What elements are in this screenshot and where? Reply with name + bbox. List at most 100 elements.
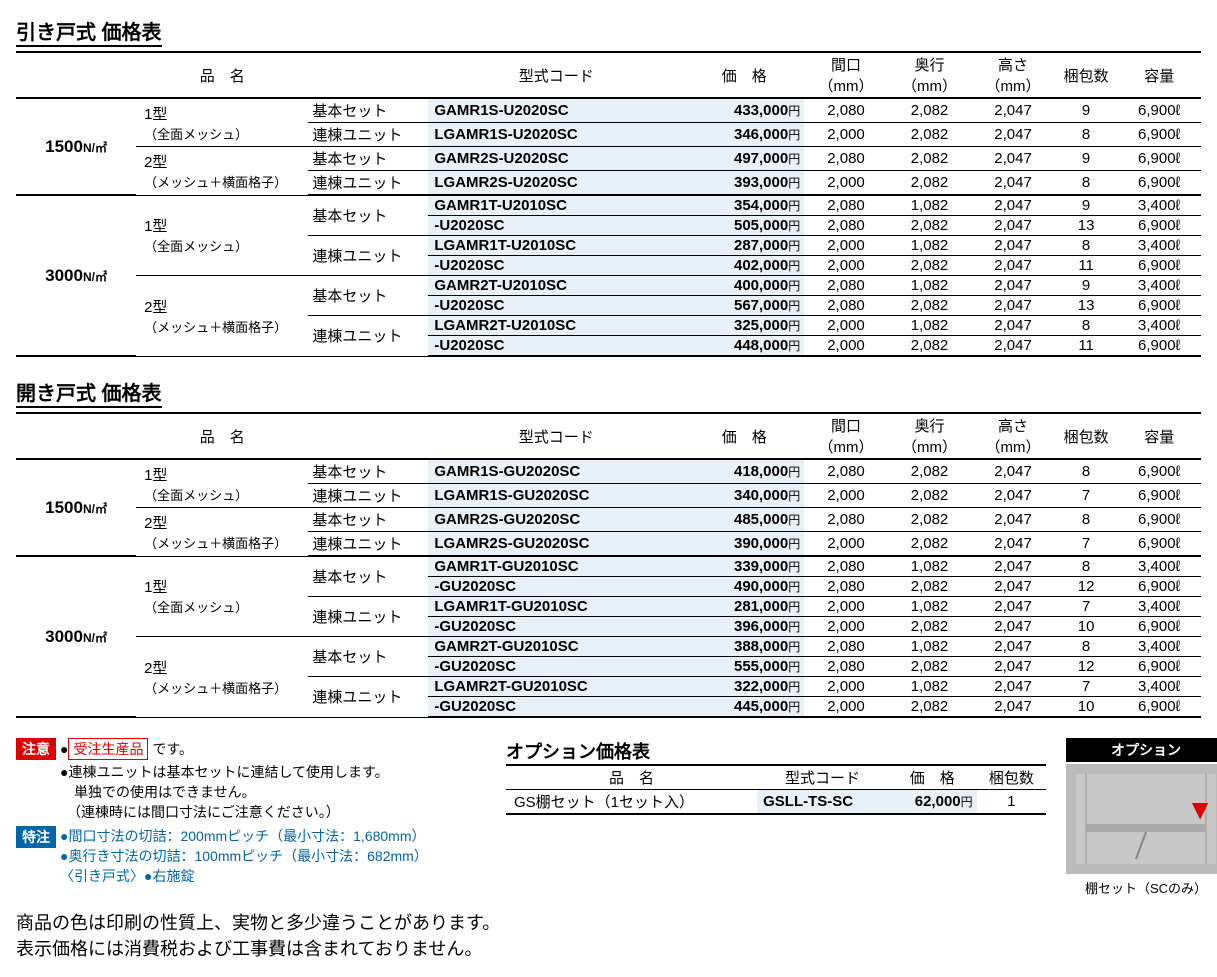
data-cell: 2,000 bbox=[804, 532, 888, 557]
col-header: 品 名 bbox=[506, 765, 757, 790]
table-row: 2型（メッシュ＋横面格子）基本セットGAMR2S-U2020SC497,000円… bbox=[16, 147, 1201, 171]
data-cell: 2,080 bbox=[804, 98, 888, 123]
data-cell: 6,900ℓ bbox=[1117, 484, 1201, 508]
data-cell: 2,047 bbox=[971, 459, 1055, 484]
data-cell: 8 bbox=[1055, 508, 1118, 532]
data-cell: 10 bbox=[1055, 617, 1118, 637]
data-cell: 1,082 bbox=[888, 276, 972, 296]
data-cell: 8 bbox=[1055, 123, 1118, 147]
table-row: 1500N/㎡1型（全面メッシュ）基本セットGAMR1S-U2020SC433,… bbox=[16, 98, 1201, 123]
model-cell: -GU2020SC bbox=[428, 657, 684, 677]
data-cell: 2,082 bbox=[888, 577, 972, 597]
type-cell: 1型（全面メッシュ） bbox=[136, 98, 308, 147]
data-cell: 8 bbox=[1055, 236, 1118, 256]
type-cell: 2型（メッシュ＋横面格子） bbox=[136, 147, 308, 196]
price-cell: 400,000円 bbox=[684, 276, 804, 296]
model-cell: -GU2020SC bbox=[428, 697, 684, 718]
data-cell: 1,082 bbox=[888, 637, 972, 657]
data-cell: 2,080 bbox=[804, 577, 888, 597]
set-cell: 連棟ユニット bbox=[308, 532, 428, 557]
data-cell: 6,900ℓ bbox=[1117, 532, 1201, 557]
data-cell: 2,082 bbox=[888, 147, 972, 171]
type-cell: 2型（メッシュ＋横面格子） bbox=[136, 276, 308, 357]
data-cell: 9 bbox=[1055, 147, 1118, 171]
data-cell: 6,900ℓ bbox=[1117, 657, 1201, 677]
data-cell: 6,900ℓ bbox=[1117, 296, 1201, 316]
set-cell: 連棟ユニット bbox=[308, 597, 428, 637]
data-cell: 3,400ℓ bbox=[1117, 276, 1201, 296]
price-cell: 340,000円 bbox=[684, 484, 804, 508]
col-header: 容量 bbox=[1117, 413, 1201, 459]
price-cell: 281,000円 bbox=[684, 597, 804, 617]
data-cell: 8 bbox=[1055, 459, 1118, 484]
data-cell: 7 bbox=[1055, 597, 1118, 617]
col-header: 高さ（mm） bbox=[971, 413, 1055, 459]
price-cell: 322,000円 bbox=[684, 677, 804, 697]
data-cell: 2,047 bbox=[971, 296, 1055, 316]
data-cell: 2,080 bbox=[804, 276, 888, 296]
data-cell: 9 bbox=[1055, 276, 1118, 296]
notes-section: 注意 ●受注生産品 です。 ●連棟ユニットは基本セットに連結して使用します。 単… bbox=[16, 738, 486, 888]
data-cell: 2,080 bbox=[804, 459, 888, 484]
price-cell: 390,000円 bbox=[684, 532, 804, 557]
data-cell: 9 bbox=[1055, 98, 1118, 123]
set-cell: 基本セット bbox=[308, 508, 428, 532]
type-cell: 1型（全面メッシュ） bbox=[136, 195, 308, 276]
data-cell: 7 bbox=[1055, 484, 1118, 508]
model-cell: LGAMR1T-U2010SC bbox=[428, 236, 684, 256]
data-cell: 2,080 bbox=[804, 637, 888, 657]
price-cell: 433,000円 bbox=[684, 98, 804, 123]
data-cell: 10 bbox=[1055, 697, 1118, 718]
model-cell: LGAMR2T-GU2010SC bbox=[428, 677, 684, 697]
footer-line: 商品の色は印刷の性質上、実物と多少違うことがあります。 bbox=[16, 909, 1201, 935]
data-cell: 2,047 bbox=[971, 276, 1055, 296]
data-cell: 2,047 bbox=[971, 216, 1055, 236]
data-cell: 6,900ℓ bbox=[1117, 336, 1201, 357]
col-header: 品 名 bbox=[16, 52, 428, 98]
data-cell: 2,047 bbox=[971, 532, 1055, 557]
model-cell: LGAMR1S-GU2020SC bbox=[428, 484, 684, 508]
data-cell: GS棚セット（1セット入） bbox=[506, 790, 757, 815]
data-cell: 2,047 bbox=[971, 316, 1055, 336]
data-cell: 2,080 bbox=[804, 556, 888, 577]
data-cell: 13 bbox=[1055, 296, 1118, 316]
price-cell: 339,000円 bbox=[684, 556, 804, 577]
set-cell: 連棟ユニット bbox=[308, 484, 428, 508]
type-cell: 2型（メッシュ＋横面格子） bbox=[136, 508, 308, 557]
table-row: 2型（メッシュ＋横面格子）基本セットGAMR2S-GU2020SC485,000… bbox=[16, 508, 1201, 532]
table-title: 引き戸式 価格表 bbox=[16, 16, 162, 47]
data-cell: 2,082 bbox=[888, 336, 972, 357]
data-cell: 2,082 bbox=[888, 459, 972, 484]
data-cell: 2,082 bbox=[888, 296, 972, 316]
data-cell: 2,047 bbox=[971, 336, 1055, 357]
col-header: 型式コード bbox=[428, 413, 684, 459]
type-cell: 1型（全面メッシュ） bbox=[136, 459, 308, 508]
data-cell: 2,000 bbox=[804, 484, 888, 508]
data-cell: 1,082 bbox=[888, 556, 972, 577]
data-cell: 2,082 bbox=[888, 256, 972, 276]
col-header: 型式コード bbox=[757, 765, 888, 790]
price-cell: 402,000円 bbox=[684, 256, 804, 276]
data-cell: 1,082 bbox=[888, 316, 972, 336]
price-cell: 555,000円 bbox=[684, 657, 804, 677]
set-cell: 連棟ユニット bbox=[308, 236, 428, 276]
data-cell: 12 bbox=[1055, 657, 1118, 677]
set-cell: 基本セット bbox=[308, 556, 428, 597]
data-cell: 3,400ℓ bbox=[1117, 316, 1201, 336]
data-cell: 2,047 bbox=[971, 697, 1055, 718]
price-cell: 354,000円 bbox=[684, 195, 804, 216]
col-header: 価 格 bbox=[888, 765, 977, 790]
data-cell: 2,047 bbox=[971, 256, 1055, 276]
type-cell: 1型（全面メッシュ） bbox=[136, 556, 308, 637]
data-cell: 2,047 bbox=[971, 171, 1055, 196]
option-image: ▼ bbox=[1066, 764, 1217, 874]
note-line: 単独での使用はできません。 bbox=[60, 782, 486, 802]
price-cell: 445,000円 bbox=[684, 697, 804, 718]
price-cell: 418,000円 bbox=[684, 459, 804, 484]
price-cell: 346,000円 bbox=[684, 123, 804, 147]
data-cell: 2,082 bbox=[888, 123, 972, 147]
data-cell: 3,400ℓ bbox=[1117, 556, 1201, 577]
data-cell: 2,080 bbox=[804, 657, 888, 677]
type-cell: 2型（メッシュ＋横面格子） bbox=[136, 637, 308, 718]
data-cell: 6,900ℓ bbox=[1117, 577, 1201, 597]
